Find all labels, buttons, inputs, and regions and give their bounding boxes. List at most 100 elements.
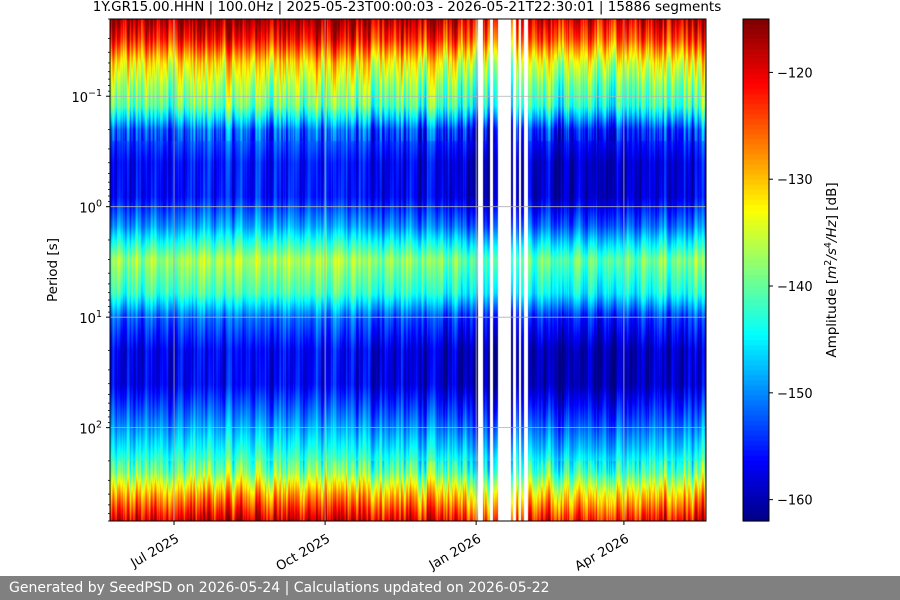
colorbar-segment-39	[743, 214, 769, 221]
colorbar-segment-88	[743, 460, 769, 467]
colorbar-segment-46	[743, 249, 769, 256]
grid-lines	[110, 19, 706, 521]
colorbar-segment-7	[743, 54, 769, 60]
colorbar-segment-84	[743, 440, 769, 447]
colorbar-segment-85	[743, 445, 769, 452]
colorbar-segment-70	[743, 370, 769, 377]
x-tick-label-0: Jul 2025	[128, 532, 182, 572]
colorbar-segment-64	[743, 340, 769, 346]
y-tick-label-0: 10−1	[71, 88, 102, 106]
plot-frame	[109, 18, 707, 522]
spectrogram-figure: 1Y.GR15.00.HHN | 100.0Hz | 2025-05-23T00…	[45, 0, 840, 575]
colorbar-segment-14	[743, 89, 769, 95]
colorbar-segment-30	[743, 169, 769, 176]
colorbar-segment-82	[743, 430, 769, 437]
colorbar-frame	[742, 18, 770, 522]
colorbar-segment-75	[743, 395, 769, 402]
colorbar-segment-10	[743, 69, 769, 75]
colorbar-segment-28	[743, 159, 769, 166]
colorbar-segment-35	[743, 194, 769, 201]
colorbar-segment-6	[743, 49, 769, 55]
colorbar-segment-27	[743, 154, 769, 161]
colorbar-segment-63	[743, 335, 769, 341]
colorbar-segment-97	[743, 505, 769, 512]
colorbar-tick-label-1: −130	[777, 173, 813, 188]
colorbar-segment-87	[743, 455, 769, 462]
colorbar-segment-43	[743, 234, 769, 241]
colorbar-segment-78	[743, 410, 769, 417]
colorbar-segment-51	[743, 275, 769, 281]
colorbar-segment-4	[743, 39, 769, 45]
colorbar-tick-label-2: −140	[777, 280, 813, 295]
colorbar-segment-79	[743, 415, 769, 422]
colorbar-segment-37	[743, 204, 769, 211]
colorbar-segment-16	[743, 99, 769, 105]
colorbar-segment-38	[743, 209, 769, 216]
colorbar-segment-99	[743, 515, 769, 522]
colorbar-segment-5	[743, 44, 769, 50]
colorbar-segment-58	[743, 310, 769, 316]
colorbar-segment-89	[743, 465, 769, 472]
colorbar-segment-92	[743, 480, 769, 487]
colorbar-segment-76	[743, 400, 769, 407]
colorbar-segment-56	[743, 300, 769, 306]
colorbar-segment-12	[743, 79, 769, 85]
colorbar-segment-91	[743, 475, 769, 482]
colorbar-segment-52	[743, 280, 769, 286]
colorbar-segment-34	[743, 189, 769, 196]
colorbar-segment-1	[743, 24, 769, 30]
colorbar-segment-20	[743, 119, 769, 126]
colorbar-segment-32	[743, 179, 769, 186]
y-tick-label-2: 101	[79, 309, 102, 327]
colorbar-segment-71	[743, 375, 769, 382]
colorbar-segment-9	[743, 64, 769, 70]
colorbar-segment-44	[743, 239, 769, 246]
colorbar	[743, 19, 769, 522]
colorbar-segment-21	[743, 124, 769, 131]
colorbar-segment-55	[743, 295, 769, 301]
colorbar-segment-3	[743, 34, 769, 40]
colorbar-segment-29	[743, 164, 769, 171]
colorbar-segment-25	[743, 144, 769, 151]
chart-title: 1Y.GR15.00.HHN | 100.0Hz | 2025-05-23T00…	[93, 0, 721, 15]
colorbar-segment-98	[743, 510, 769, 517]
colorbar-segment-57	[743, 305, 769, 311]
colorbar-segment-2	[743, 29, 769, 35]
colorbar-segment-80	[743, 420, 769, 427]
y-tick-label-3: 102	[79, 420, 102, 438]
colorbar-segment-61	[743, 325, 769, 331]
colorbar-segment-18	[743, 109, 769, 115]
colorbar-segment-65	[743, 345, 769, 351]
colorbar-segment-33	[743, 184, 769, 191]
colorbar-segment-50	[743, 270, 769, 276]
colorbar-segment-60	[743, 320, 769, 326]
colorbar-segment-19	[743, 114, 769, 120]
colorbar-segment-94	[743, 490, 769, 497]
colorbar-segment-48	[743, 259, 769, 266]
psd-heatmap	[110, 19, 706, 521]
colorbar-segment-96	[743, 500, 769, 507]
colorbar-segment-72	[743, 380, 769, 387]
colorbar-segment-81	[743, 425, 769, 432]
colorbar-label: Amplitude [m2/s4/Hz] [dB]	[823, 182, 840, 357]
colorbar-segment-67	[743, 355, 769, 361]
colorbar-segment-11	[743, 74, 769, 80]
colorbar-segment-74	[743, 390, 769, 397]
colorbar-segment-22	[743, 129, 769, 136]
colorbar-segment-47	[743, 254, 769, 261]
colorbar-tick-label-3: −150	[777, 387, 813, 402]
colorbar-segment-59	[743, 315, 769, 321]
y-axis: 10−1 100 101 102	[71, 18, 110, 522]
colorbar-segment-8	[743, 59, 769, 65]
colorbar-segment-68	[743, 360, 769, 366]
colorbar-axis: −120 −130 −140 −150 −160	[769, 66, 813, 509]
colorbar-segment-66	[743, 350, 769, 356]
colorbar-segment-36	[743, 199, 769, 206]
footer-text: Generated by SeedPSD on 2026-05-24 | Cal…	[9, 580, 550, 596]
colorbar-segment-26	[743, 149, 769, 156]
colorbar-segment-24	[743, 139, 769, 146]
colorbar-segment-49	[743, 264, 769, 271]
colorbar-segment-53	[743, 285, 769, 291]
x-tick-label-1: Oct 2025	[274, 532, 333, 575]
heatmap-image	[110, 19, 706, 521]
